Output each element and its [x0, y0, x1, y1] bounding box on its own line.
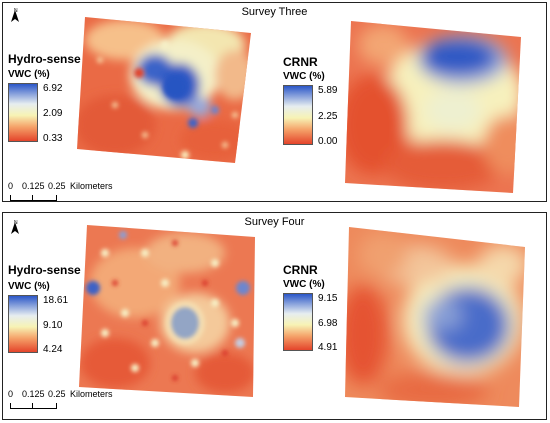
crnr-legend-min: 0.00: [318, 136, 338, 147]
scale-label-unit: Kilometers: [70, 389, 113, 399]
panel-title: Survey Three: [241, 6, 308, 18]
scale-label-second: 0.25: [48, 181, 66, 191]
hydro-legend-max: 6.92: [43, 83, 63, 94]
scale-bar: 0 0.125 0.25 Kilometers: [8, 181, 118, 201]
crnr-legend-title: CRNR: [283, 55, 318, 69]
hydro-legend-min: 0.33: [43, 133, 63, 144]
crnr-legend-title: CRNR: [283, 263, 318, 277]
hydro-legend-max: 18.61: [43, 295, 69, 306]
panel-title: Survey Four: [244, 216, 305, 228]
crnr-legend-mid: 2.25: [318, 111, 338, 122]
crnr-legend-mid: 6.98: [318, 318, 338, 329]
scale-label-first: 0.125: [22, 181, 45, 191]
crnr-legend-unit: VWC (%): [283, 71, 325, 82]
hydro-color-ramp: [8, 295, 38, 353]
scale-label-zero: 0: [8, 389, 14, 399]
hydro-legend-title: Hydro-sense: [8, 263, 81, 277]
survey-three-panel: Survey Three N: [2, 2, 547, 202]
scale-label-zero: 0: [8, 181, 14, 191]
north-arrow-icon: N: [8, 6, 22, 29]
hydro-legend-mid: 2.09: [43, 108, 63, 119]
scale-label-second: 0.25: [48, 389, 66, 399]
crnr-legend-min: 4.91: [318, 342, 338, 353]
hydro-legend-title: Hydro-sense: [8, 52, 81, 66]
north-label: N: [14, 220, 18, 226]
north-label: N: [14, 8, 18, 14]
crnr-legend-max: 5.89: [318, 85, 338, 96]
hydro-legend-mid: 9.10: [43, 320, 63, 331]
crnr-color-ramp: [283, 293, 313, 351]
crnr-color-ramp: [283, 85, 313, 145]
hydro-sense-map: [75, 15, 255, 165]
scale-label-first: 0.125: [22, 389, 45, 399]
crnr-legend-max: 9.15: [318, 293, 338, 304]
hydro-sense-map: [75, 223, 260, 398]
crnr-map: [343, 225, 528, 410]
north-arrow-icon: N: [8, 218, 22, 241]
survey-four-panel: Survey Four N: [2, 212, 547, 420]
hydro-legend-unit: VWC (%): [8, 69, 50, 80]
hydro-color-ramp: [8, 83, 38, 142]
crnr-map: [343, 15, 528, 195]
crnr-legend-unit: VWC (%): [283, 279, 325, 290]
scale-label-unit: Kilometers: [70, 181, 113, 191]
hydro-legend-unit: VWC (%): [8, 281, 50, 292]
hydro-legend-min: 4.24: [43, 344, 63, 355]
scale-bar: 0 0.125 0.25 Kilometers: [8, 389, 118, 411]
